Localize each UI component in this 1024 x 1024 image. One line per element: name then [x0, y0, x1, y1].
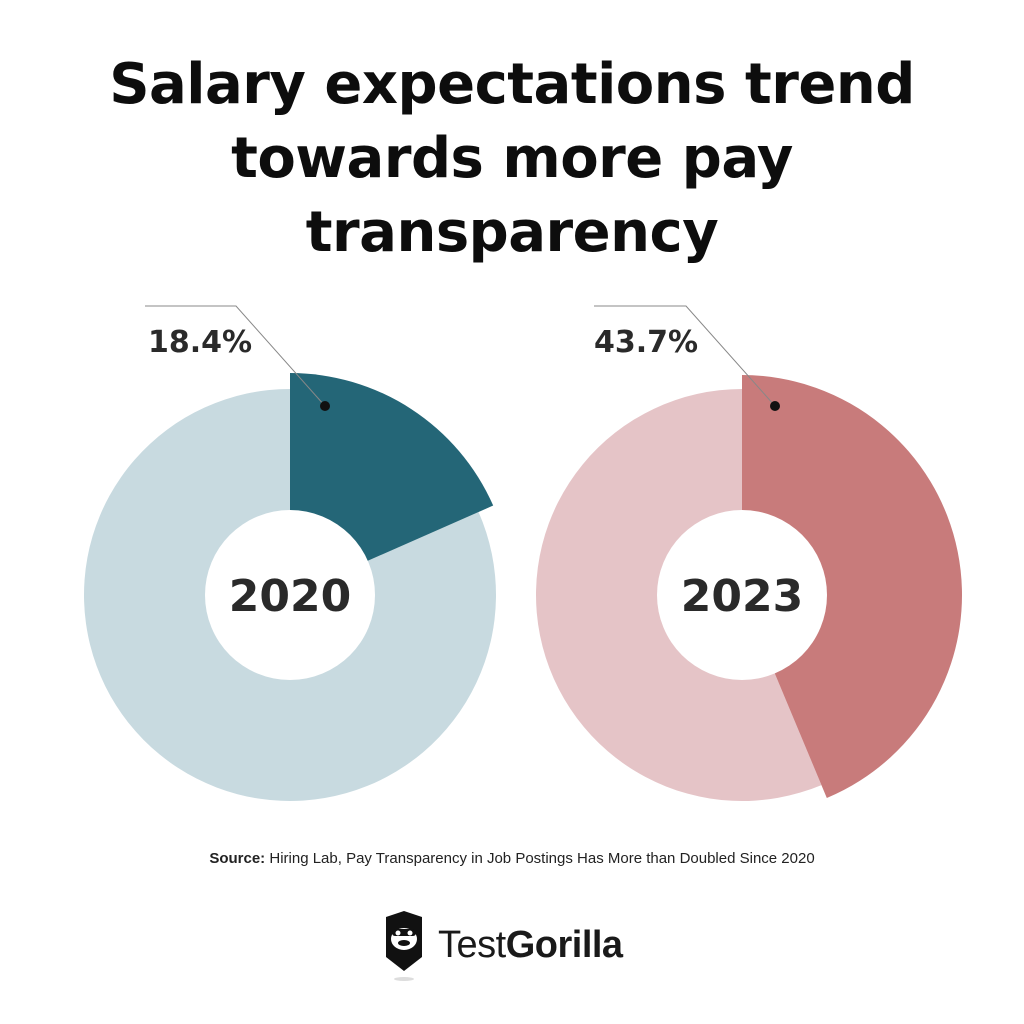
- center-year-label: 2020: [229, 571, 351, 622]
- pie-slice-highlight-2023: [742, 375, 962, 798]
- center-year-label: 2023: [681, 571, 803, 622]
- source-text: Hiring Lab, Pay Transparency in Job Post…: [269, 850, 815, 867]
- brand-name: TestGorilla: [438, 923, 623, 966]
- donut-hole: [205, 510, 375, 680]
- percent-label: 18.4%: [148, 325, 252, 360]
- percent-label: 43.7%: [594, 325, 698, 360]
- leader-dot: [320, 401, 330, 411]
- leader-dot: [770, 401, 780, 411]
- brand-logo: TestGorilla: [380, 905, 623, 985]
- source-label: Source:: [209, 850, 266, 867]
- chart-title: Salary expectations trend towards more p…: [109, 52, 915, 265]
- source-note: Source: Hiring Lab, Pay Transparency in …: [0, 850, 1024, 867]
- gorilla-logo-icon: [386, 911, 422, 981]
- donut-hole: [657, 510, 827, 680]
- leader-line: [145, 305, 326, 407]
- leader-line: [594, 305, 776, 407]
